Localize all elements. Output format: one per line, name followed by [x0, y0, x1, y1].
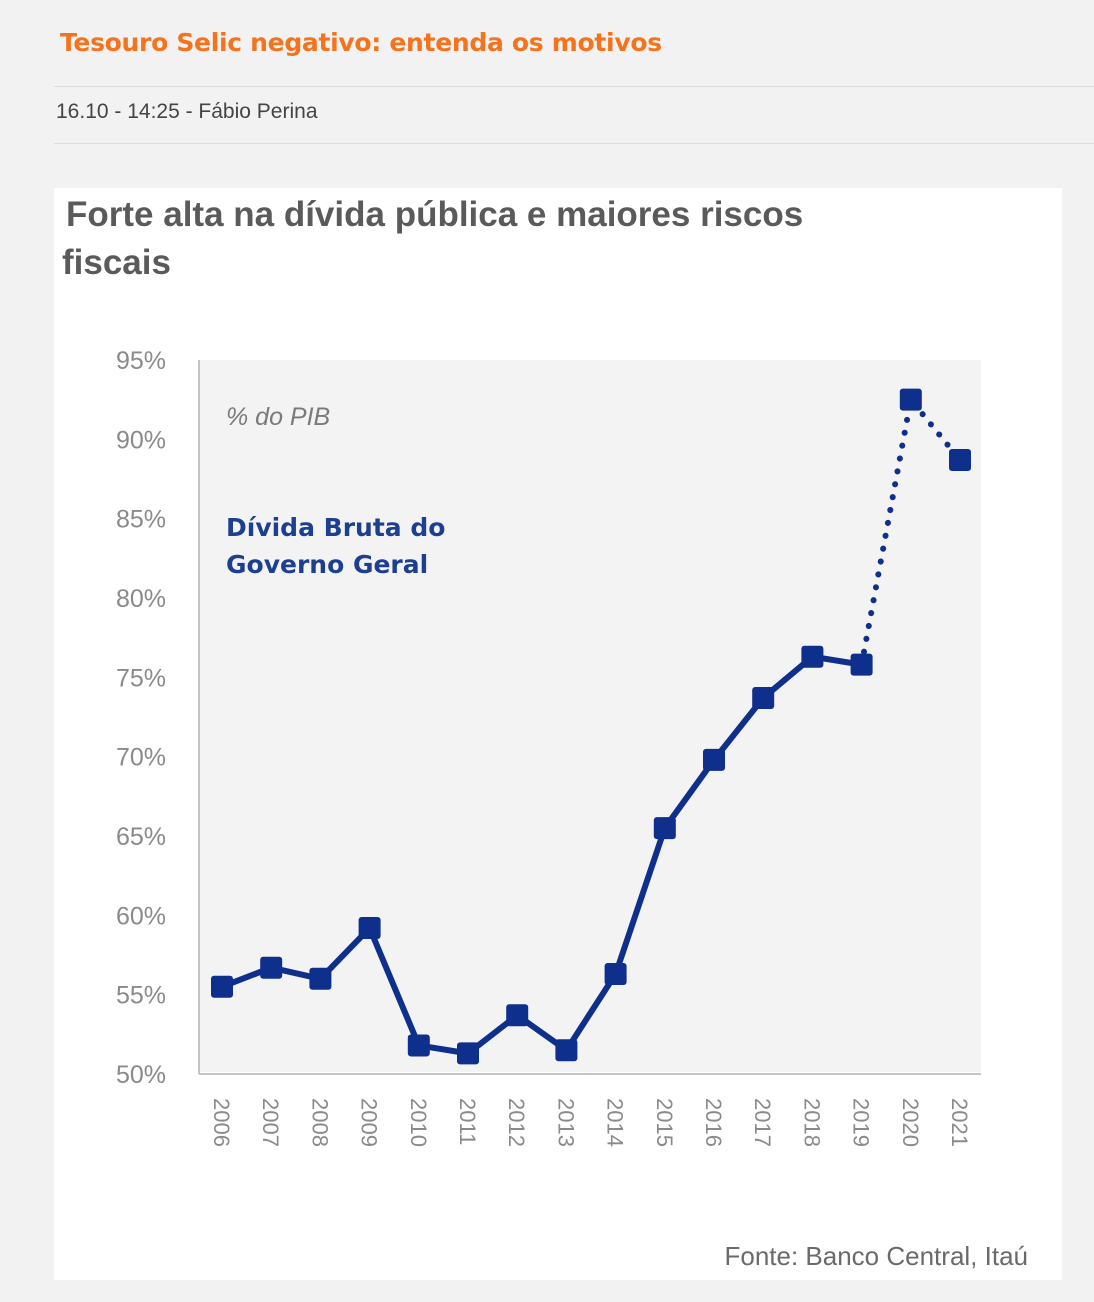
chart-title-line-1: Forte alta na dívida pública e maiores r…	[66, 195, 803, 234]
data-point	[555, 1039, 578, 1062]
series-points	[211, 388, 971, 1065]
data-point	[850, 653, 873, 676]
data-point	[407, 1034, 430, 1057]
data-point	[801, 645, 824, 668]
x-tick-label: 2020	[898, 1098, 923, 1147]
y-tick-label: 85%	[116, 506, 166, 534]
x-tick-label: 2008	[307, 1098, 332, 1147]
y-tick-label: 70%	[116, 744, 166, 772]
x-tick-label: 2016	[701, 1098, 726, 1147]
chart-title: Forte alta na dívida pública e maiores r…	[62, 195, 803, 282]
data-point	[703, 748, 725, 771]
y-tick-label: 75%	[116, 664, 166, 692]
y-tick-labels: 50% 55% 60% 65% 70% 75% 80% 85% 90% 95%	[116, 347, 166, 1089]
data-point	[604, 963, 627, 986]
x-tick-label: 2011	[455, 1098, 480, 1145]
x-tick-label: 2009	[357, 1098, 382, 1147]
series-label-line-2: Governo Geral	[226, 550, 428, 579]
source-note: Fonte: Banco Central, Itaú	[724, 1241, 1028, 1271]
y-tick-label: 95%	[116, 347, 166, 375]
series-label-line-1: Dívida Bruta do	[226, 513, 445, 542]
x-tick-label: 2019	[849, 1098, 874, 1147]
plot-area	[199, 360, 981, 1072]
data-point	[309, 967, 332, 990]
x-tick-labels: 2006 2007 2008 2009 2010 2011 2012 2013 2014 2015…	[209, 1098, 972, 1147]
chart-figure: Forte alta na dívida pública e maiores r…	[54, 188, 1062, 1280]
data-point	[506, 1004, 529, 1027]
article-meta: 16.10 - 14:25 - Fábio Perina	[56, 100, 318, 123]
x-tick-label: 2010	[406, 1098, 431, 1147]
x-tick-label: 2006	[209, 1098, 234, 1147]
unit-label: % do PIB	[226, 403, 330, 431]
y-tick-label: 60%	[116, 902, 166, 930]
x-tick-label: 2013	[553, 1098, 578, 1147]
x-tick-label: 2021	[947, 1098, 972, 1147]
data-point	[949, 448, 971, 471]
y-tick-label: 65%	[116, 823, 166, 851]
y-tick-label: 55%	[116, 982, 166, 1010]
article-headline[interactable]: Tesouro Selic negativo: entenda os motiv…	[60, 28, 662, 57]
divider	[54, 86, 1094, 87]
x-tick-label: 2012	[504, 1098, 529, 1147]
x-tick-label: 2007	[258, 1098, 283, 1147]
y-tick-label: 80%	[116, 585, 166, 613]
divider	[54, 143, 1094, 144]
debt-line-chart: Forte alta na dívida pública e maiores r…	[62, 195, 1028, 1271]
data-point	[752, 686, 775, 709]
data-point	[211, 975, 233, 998]
y-tick-label: 50%	[116, 1061, 166, 1089]
data-point	[358, 917, 381, 940]
data-point	[260, 956, 283, 979]
series-line-projection	[858, 392, 963, 668]
data-point	[653, 817, 676, 840]
x-tick-label: 2014	[603, 1098, 628, 1147]
chart-title-line-2: fiscais	[62, 243, 171, 282]
data-point	[899, 388, 922, 411]
data-point	[457, 1042, 479, 1065]
x-tick-label: 2017	[750, 1098, 775, 1147]
y-tick-label: 90%	[116, 426, 166, 454]
x-tick-label: 2018	[799, 1098, 824, 1147]
x-tick-label: 2015	[652, 1098, 677, 1147]
